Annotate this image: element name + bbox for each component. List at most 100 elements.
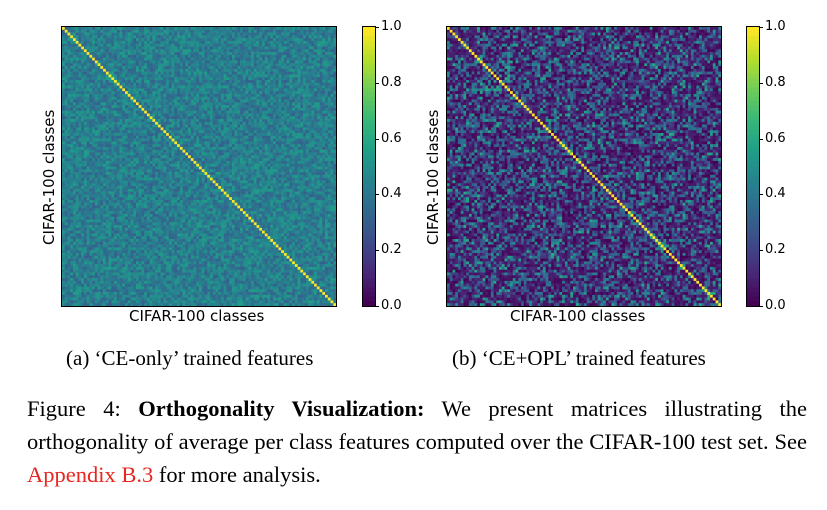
heatmap-cell	[166, 82, 170, 86]
heatmap-cell	[119, 29, 123, 33]
heatmap-cell	[199, 121, 203, 125]
heatmap-cell	[144, 32, 148, 36]
heatmap-cell	[114, 32, 118, 36]
heatmap-cell	[75, 138, 79, 142]
heatmap-cell	[86, 40, 90, 45]
heatmap-cell	[125, 110, 129, 114]
heatmap-cell	[64, 141, 68, 145]
heatmap-cell	[212, 57, 216, 61]
heatmap-cell	[204, 57, 208, 61]
heatmap-cell	[199, 52, 203, 56]
heatmap-cell	[204, 152, 208, 156]
heatmap-cell	[182, 29, 186, 33]
heatmap-cell	[325, 130, 329, 134]
heatmap-cell	[111, 160, 115, 165]
heatmap-cell	[70, 144, 74, 148]
heatmap-cell	[245, 82, 249, 86]
heatmap-cell	[240, 149, 244, 153]
heatmap-cell	[144, 40, 148, 45]
heatmap-cell	[188, 57, 192, 61]
heatmap-cell	[64, 107, 68, 111]
heatmap-cell	[193, 133, 197, 137]
heatmap-cell	[105, 146, 109, 151]
heatmap-cell	[330, 91, 334, 95]
heatmap-cell	[253, 107, 257, 111]
heatmap-cell	[125, 121, 129, 125]
heatmap-cell	[248, 52, 252, 56]
heatmap-cell	[308, 110, 312, 114]
heatmap-cell	[75, 91, 79, 95]
heatmap-cell	[94, 54, 98, 58]
heatmap-cell	[114, 149, 118, 153]
heatmap-cell	[278, 160, 282, 165]
heatmap-cell	[135, 74, 140, 78]
heatmap-cell	[138, 29, 142, 33]
heatmap-cell	[196, 57, 200, 61]
heatmap-cell	[152, 102, 156, 106]
heatmap-cell	[278, 152, 282, 156]
heatmap-cell	[92, 43, 96, 47]
heatmap-cell	[122, 133, 126, 137]
heatmap-cell	[116, 160, 120, 165]
heatmap-cell	[256, 144, 260, 148]
heatmap-cell	[72, 68, 76, 72]
heatmap-cell	[327, 49, 331, 53]
heatmap-cell	[207, 160, 211, 165]
heatmap-cell	[188, 32, 192, 36]
heatmap-cell	[133, 99, 137, 103]
heatmap-cell	[218, 127, 222, 131]
heatmap-cell	[157, 107, 161, 111]
heatmap-cell	[292, 155, 296, 159]
heatmap-cell	[223, 113, 227, 117]
heatmap-cell	[242, 116, 246, 120]
heatmap-cell	[160, 52, 164, 56]
heatmap-cell	[179, 96, 183, 100]
heatmap-cell	[174, 130, 178, 134]
heatmap-cell	[231, 38, 235, 42]
heatmap-cell	[294, 49, 298, 53]
heatmap-cell	[272, 27, 277, 31]
heatmap-cell	[204, 29, 208, 33]
heatmap-cell	[122, 105, 126, 109]
heatmap-cell	[272, 29, 277, 33]
heatmap-cell	[319, 130, 323, 134]
heatmap-cell	[133, 32, 137, 36]
heatmap-cell	[114, 52, 118, 56]
heatmap-cell	[207, 146, 211, 151]
heatmap-cell	[283, 74, 287, 78]
heatmap-cell	[70, 68, 74, 72]
heatmap-cell	[245, 158, 249, 162]
heatmap-cell	[237, 91, 241, 95]
heatmap-cell	[89, 130, 93, 134]
heatmap-cell	[311, 27, 315, 31]
heatmap-cell	[155, 146, 159, 151]
heatmap-cell	[103, 158, 107, 162]
heatmap-cell	[286, 113, 290, 117]
heatmap-cell	[248, 49, 252, 53]
heatmap-cell	[97, 63, 101, 67]
heatmap-cell	[259, 49, 263, 53]
heatmap-cell	[204, 82, 208, 86]
heatmap-cell	[262, 49, 266, 53]
heatmap-cell	[157, 141, 161, 145]
heatmap-cell	[177, 158, 181, 162]
heatmap-cell	[75, 163, 79, 167]
heatmap-cell	[305, 99, 309, 103]
heatmap-cell	[190, 149, 194, 153]
heatmap-cell	[264, 49, 268, 53]
heatmap-cell	[303, 141, 307, 145]
heatmap-cell	[240, 43, 244, 47]
heatmap-cell	[86, 133, 90, 137]
heatmap-cell	[272, 71, 277, 75]
heatmap-cell	[97, 54, 101, 58]
heatmap-cell	[262, 77, 266, 81]
heatmap-cell	[81, 146, 85, 151]
heatmap-cell	[278, 105, 282, 109]
heatmap-cell	[75, 144, 79, 148]
heatmap-cell	[89, 74, 93, 78]
heatmap-cell	[303, 124, 307, 128]
heatmap-cell	[231, 43, 235, 47]
heatmap-cell	[226, 116, 230, 120]
heatmap-cell	[215, 102, 219, 106]
heatmap-cell	[253, 60, 257, 64]
